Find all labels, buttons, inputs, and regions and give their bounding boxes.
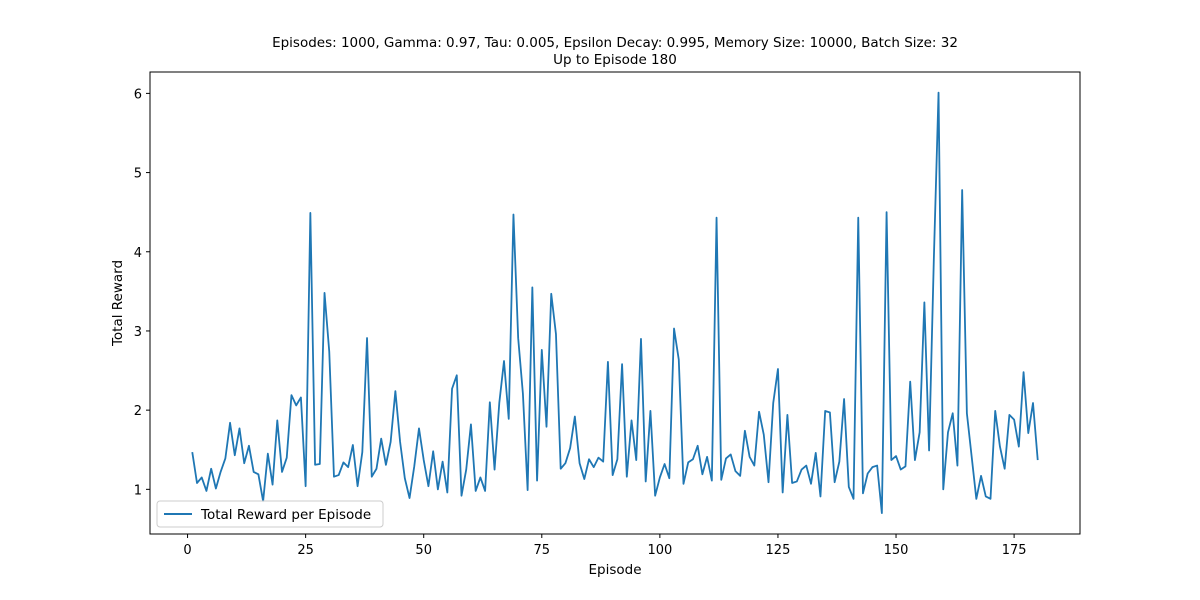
- y-tick-label: 4: [134, 246, 142, 261]
- x-tick-label: 175: [1002, 543, 1027, 558]
- x-tick-label: 150: [884, 543, 909, 558]
- legend-label: Total Reward per Episode: [200, 507, 371, 523]
- y-tick-label: 2: [134, 404, 142, 419]
- y-tick-label: 1: [134, 483, 142, 498]
- chart-title: Episodes: 1000, Gamma: 0.97, Tau: 0.005,…: [272, 35, 958, 51]
- plot-frame: [149, 71, 1081, 535]
- x-tick-label: 0: [183, 543, 191, 558]
- legend-box: [156, 500, 384, 528]
- y-axis-ticks: 1 2 3 4 5 6: [134, 87, 150, 498]
- x-tick-label: 100: [647, 543, 672, 558]
- series-layer: [191, 91, 1039, 514]
- y-tick-label: 5: [134, 167, 142, 182]
- x-tick-label: 75: [534, 543, 551, 558]
- y-tick-label: 6: [134, 87, 142, 102]
- x-tick-label: 25: [297, 543, 314, 558]
- x-tick-label: 125: [766, 543, 791, 558]
- y-axis-label: Total Reward: [110, 260, 126, 347]
- legend: Total Reward per Episode: [156, 500, 384, 528]
- x-axis-label: Episode: [588, 562, 641, 578]
- x-tick-label: 50: [415, 543, 432, 558]
- chart-subtitle: Up to Episode 180: [553, 52, 677, 68]
- series-line-0: [191, 91, 1039, 514]
- x-axis-ticks: 0 25 50 75 100 125 150 175: [183, 534, 1027, 558]
- y-tick-label: 3: [134, 325, 142, 340]
